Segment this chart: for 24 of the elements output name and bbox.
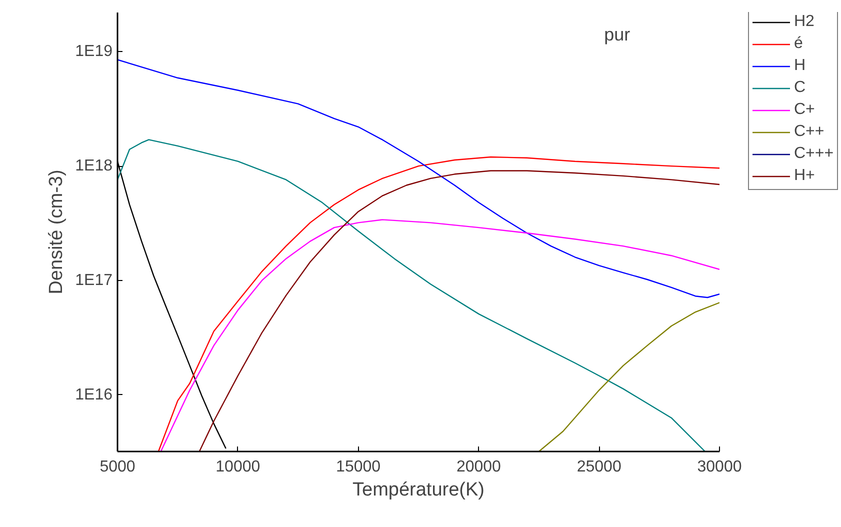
legend-label: é — [794, 34, 804, 54]
legend-label: H — [794, 56, 807, 76]
legend-label: C+++ — [794, 144, 834, 164]
x-tick-label: 20000 — [456, 458, 502, 476]
legend-label: H+ — [794, 166, 815, 186]
y-axis-title: Densité (cm-3) — [46, 170, 68, 294]
x-tick-label: 30000 — [697, 458, 742, 476]
x-tick-label: 5000 — [100, 458, 136, 476]
y-tick-label: 1E19 — [75, 43, 113, 60]
y-tick-label: 1E18 — [75, 158, 113, 175]
x-tick-label: 25000 — [576, 458, 622, 476]
x-tick-label: 15000 — [336, 458, 381, 476]
legend-label: C++ — [794, 122, 824, 142]
y-tick-label: 1E17 — [75, 272, 113, 289]
legend-label: C — [794, 78, 807, 98]
x-axis-title: Température(K) — [352, 480, 485, 500]
line-series — [538, 302, 720, 452]
y-tick-label: 1E16 — [75, 386, 113, 404]
legend-label: C+ — [794, 100, 815, 120]
x-tick-label: 10000 — [216, 458, 260, 476]
legend-label: H2 — [794, 12, 814, 32]
line-series — [118, 59, 720, 298]
line-series — [160, 219, 720, 452]
text: pur — [604, 24, 630, 44]
